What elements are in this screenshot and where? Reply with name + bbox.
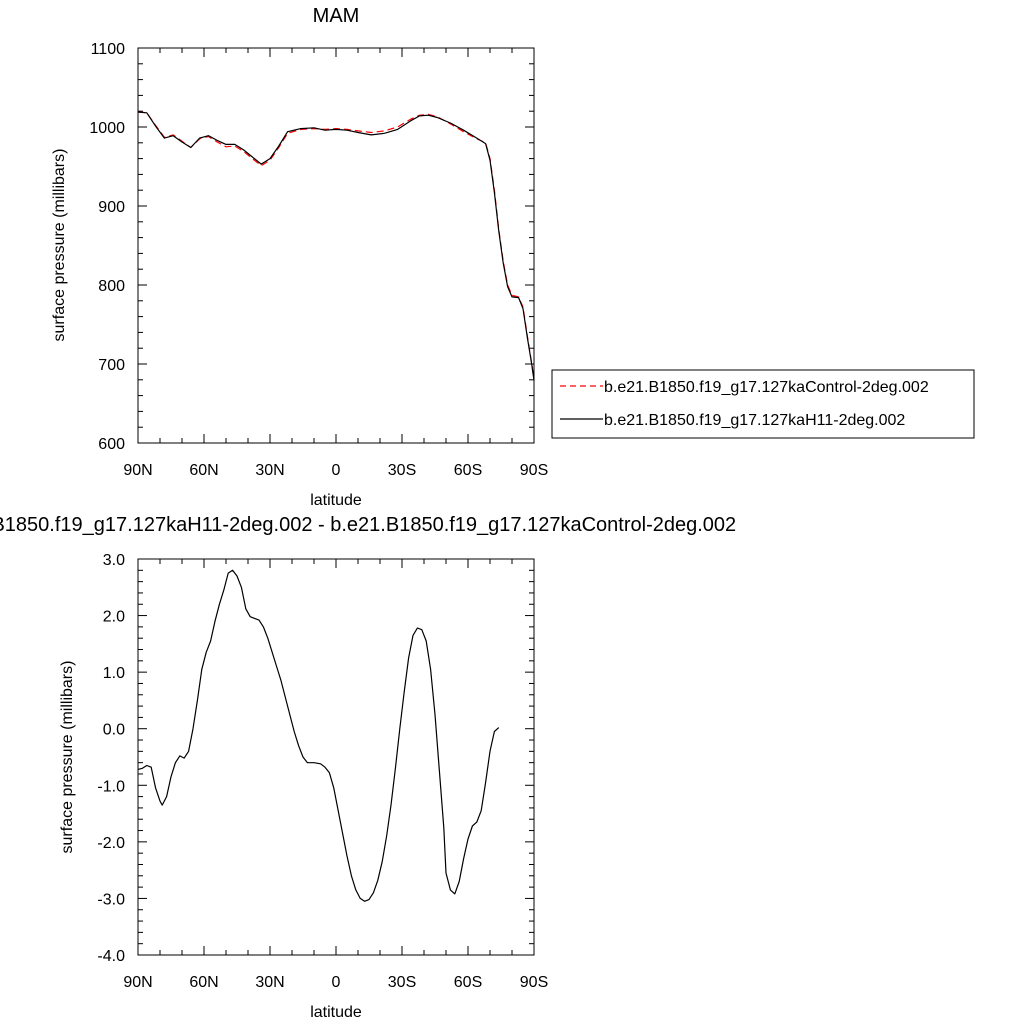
top-y-tick-label: 700 bbox=[98, 357, 125, 374]
top-x-tick-label: 0 bbox=[332, 462, 341, 479]
top-chart-ticks: 90N 60N 30N 0 30S 60S 90S 600 700 800 900 1000 1100 bbox=[89, 41, 548, 479]
bottom-series-line-0 bbox=[137, 569, 500, 902]
top-x-tick-label: 60N bbox=[189, 462, 218, 479]
top-chart-panel: MAM 90N 60N 30N 0 30S 60S 90S 600 700 800 900 1000 1… bbox=[51, 5, 548, 509]
bottom-y-tick-label: 0.0 bbox=[103, 722, 125, 739]
bottom-chart-series bbox=[137, 569, 500, 902]
top-x-tick-label: 90S bbox=[520, 462, 548, 479]
legend-label-h11: b.e21.B1850.f19_g17.127kaH11-2deg.002 bbox=[604, 412, 905, 429]
bottom-y-tick-label: -2.0 bbox=[97, 835, 125, 852]
top-chart-xlabel: latitude bbox=[310, 492, 362, 509]
bottom-y-tick-label: -3.0 bbox=[97, 891, 125, 908]
top-y-tick-label: 800 bbox=[98, 278, 125, 295]
top-x-tick-label: 30N bbox=[255, 462, 284, 479]
bottom-chart-panel: b.e21.B1850.f19_g17.127kaH11-2deg.002 - … bbox=[0, 514, 736, 1021]
bottom-chart-xlabel: latitude bbox=[310, 1004, 362, 1021]
top-y-tick-label: 900 bbox=[98, 199, 125, 216]
bottom-x-tick-label: 90S bbox=[520, 974, 548, 991]
bottom-chart-ticks: 90N 60N 30N 0 30S 60S 90S -4.0 -3.0 -2.0 -1.0 0.0 1.… bbox=[97, 552, 548, 991]
top-y-tick-label: 1100 bbox=[91, 41, 126, 58]
legend-box bbox=[551, 369, 975, 439]
top-x-tick-label: 60S bbox=[454, 462, 482, 479]
legend-label-control: b.e21.B1850.f19_g17.127kaControl-2deg.00… bbox=[604, 379, 929, 396]
top-series-line-0 bbox=[137, 111, 535, 380]
top-x-tick-label: 90N bbox=[123, 462, 152, 479]
top-x-tick-label: 30S bbox=[388, 462, 416, 479]
bottom-x-tick-label: 90N bbox=[123, 974, 152, 991]
top-y-tick-label: 600 bbox=[98, 436, 125, 453]
bottom-chart-ylabel: surface pressure (millibars) bbox=[59, 661, 76, 854]
top-chart-ylabel: surface pressure (millibars) bbox=[51, 149, 68, 342]
top-chart-series bbox=[137, 111, 535, 381]
top-chart-frame bbox=[137, 47, 535, 444]
bottom-x-tick-label: 30S bbox=[388, 974, 416, 991]
bottom-chart-title: b.e21.B1850.f19_g17.127kaH11-2deg.002 - … bbox=[0, 514, 736, 536]
bottom-y-tick-label: -4.0 bbox=[97, 948, 125, 965]
bottom-chart-frame bbox=[137, 558, 535, 956]
bottom-x-tick-label: 0 bbox=[332, 974, 341, 991]
top-chart-title: MAM bbox=[313, 5, 360, 27]
bottom-y-tick-label: 3.0 bbox=[103, 552, 125, 569]
bottom-x-tick-label: 30N bbox=[255, 974, 284, 991]
bottom-y-tick-label: 2.0 bbox=[103, 609, 125, 626]
top-y-tick-label: 1000 bbox=[89, 120, 125, 137]
bottom-x-tick-label: 60S bbox=[454, 974, 482, 991]
bottom-y-tick-label: -1.0 bbox=[97, 778, 125, 795]
bottom-x-tick-label: 60N bbox=[189, 974, 218, 991]
legend: b.e21.B1850.f19_g17.127kaControl-2deg.00… bbox=[551, 369, 975, 439]
bottom-y-tick-label: 1.0 bbox=[103, 665, 125, 682]
top-series-line-1 bbox=[137, 111, 535, 381]
